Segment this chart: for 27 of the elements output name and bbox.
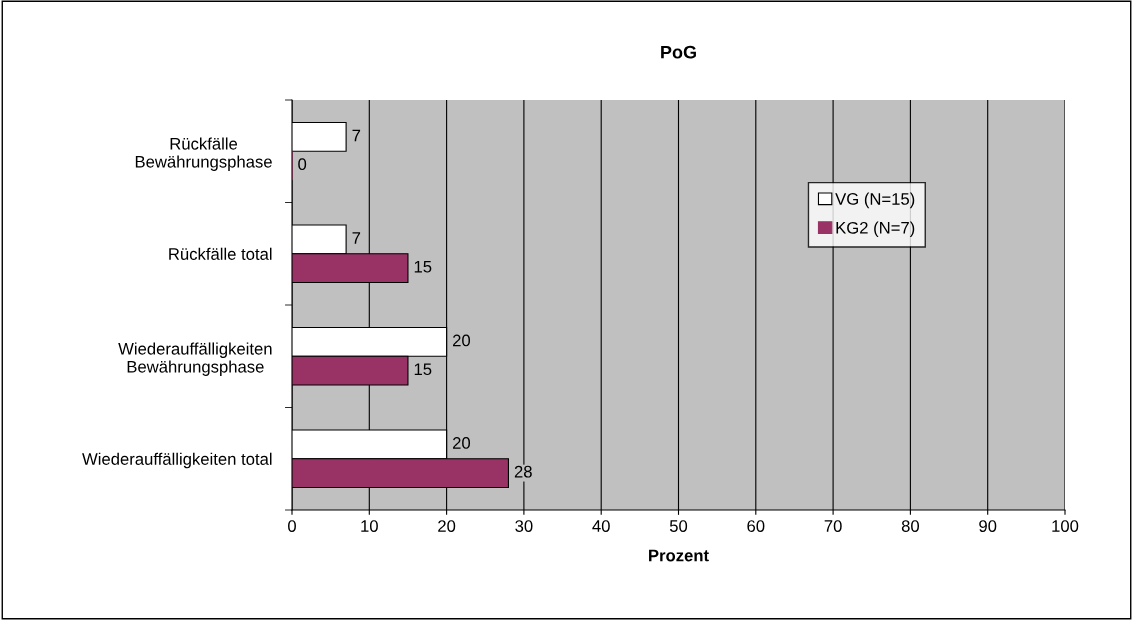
- x-tick-label: 60: [747, 520, 765, 532]
- x-axis-title: Prozent: [649, 549, 709, 562]
- x-tick-label: 0: [288, 520, 296, 532]
- x-tick-label: 80: [901, 520, 920, 532]
- y-tick-label: Rückfälle Bewährungsphase: [135, 137, 272, 171]
- x-tick-label: 50: [669, 520, 688, 532]
- data-label: 28: [514, 465, 532, 478]
- x-tick-label: 40: [592, 520, 610, 532]
- x-tick-label: 70: [824, 520, 842, 532]
- x-tick-label: 90: [979, 520, 997, 532]
- x-tick-label: 20: [438, 520, 456, 532]
- data-label: 7: [352, 129, 361, 142]
- data-label: 7: [352, 232, 361, 244]
- data-label: 15: [414, 363, 432, 376]
- y-tick-label: Rückfälle total: [169, 247, 272, 260]
- data-label: 15: [414, 260, 432, 273]
- x-tick-label: 100: [1052, 520, 1079, 532]
- data-label: 0: [298, 158, 307, 171]
- data-label: 20: [452, 334, 471, 347]
- y-tick-label: Wiederauffälligkeiten Bewährungsphase: [118, 342, 272, 376]
- x-tick-label: 10: [361, 520, 378, 532]
- data-label: 20: [452, 437, 471, 449]
- legend-label: KG2 (N=7): [836, 221, 915, 237]
- y-tick-label: Wiederauffälligkeiten total: [82, 452, 272, 469]
- legend-label: VG (N=15): [835, 192, 915, 209]
- x-tick-label: 30: [515, 520, 533, 532]
- chart-title: PoG: [661, 45, 696, 59]
